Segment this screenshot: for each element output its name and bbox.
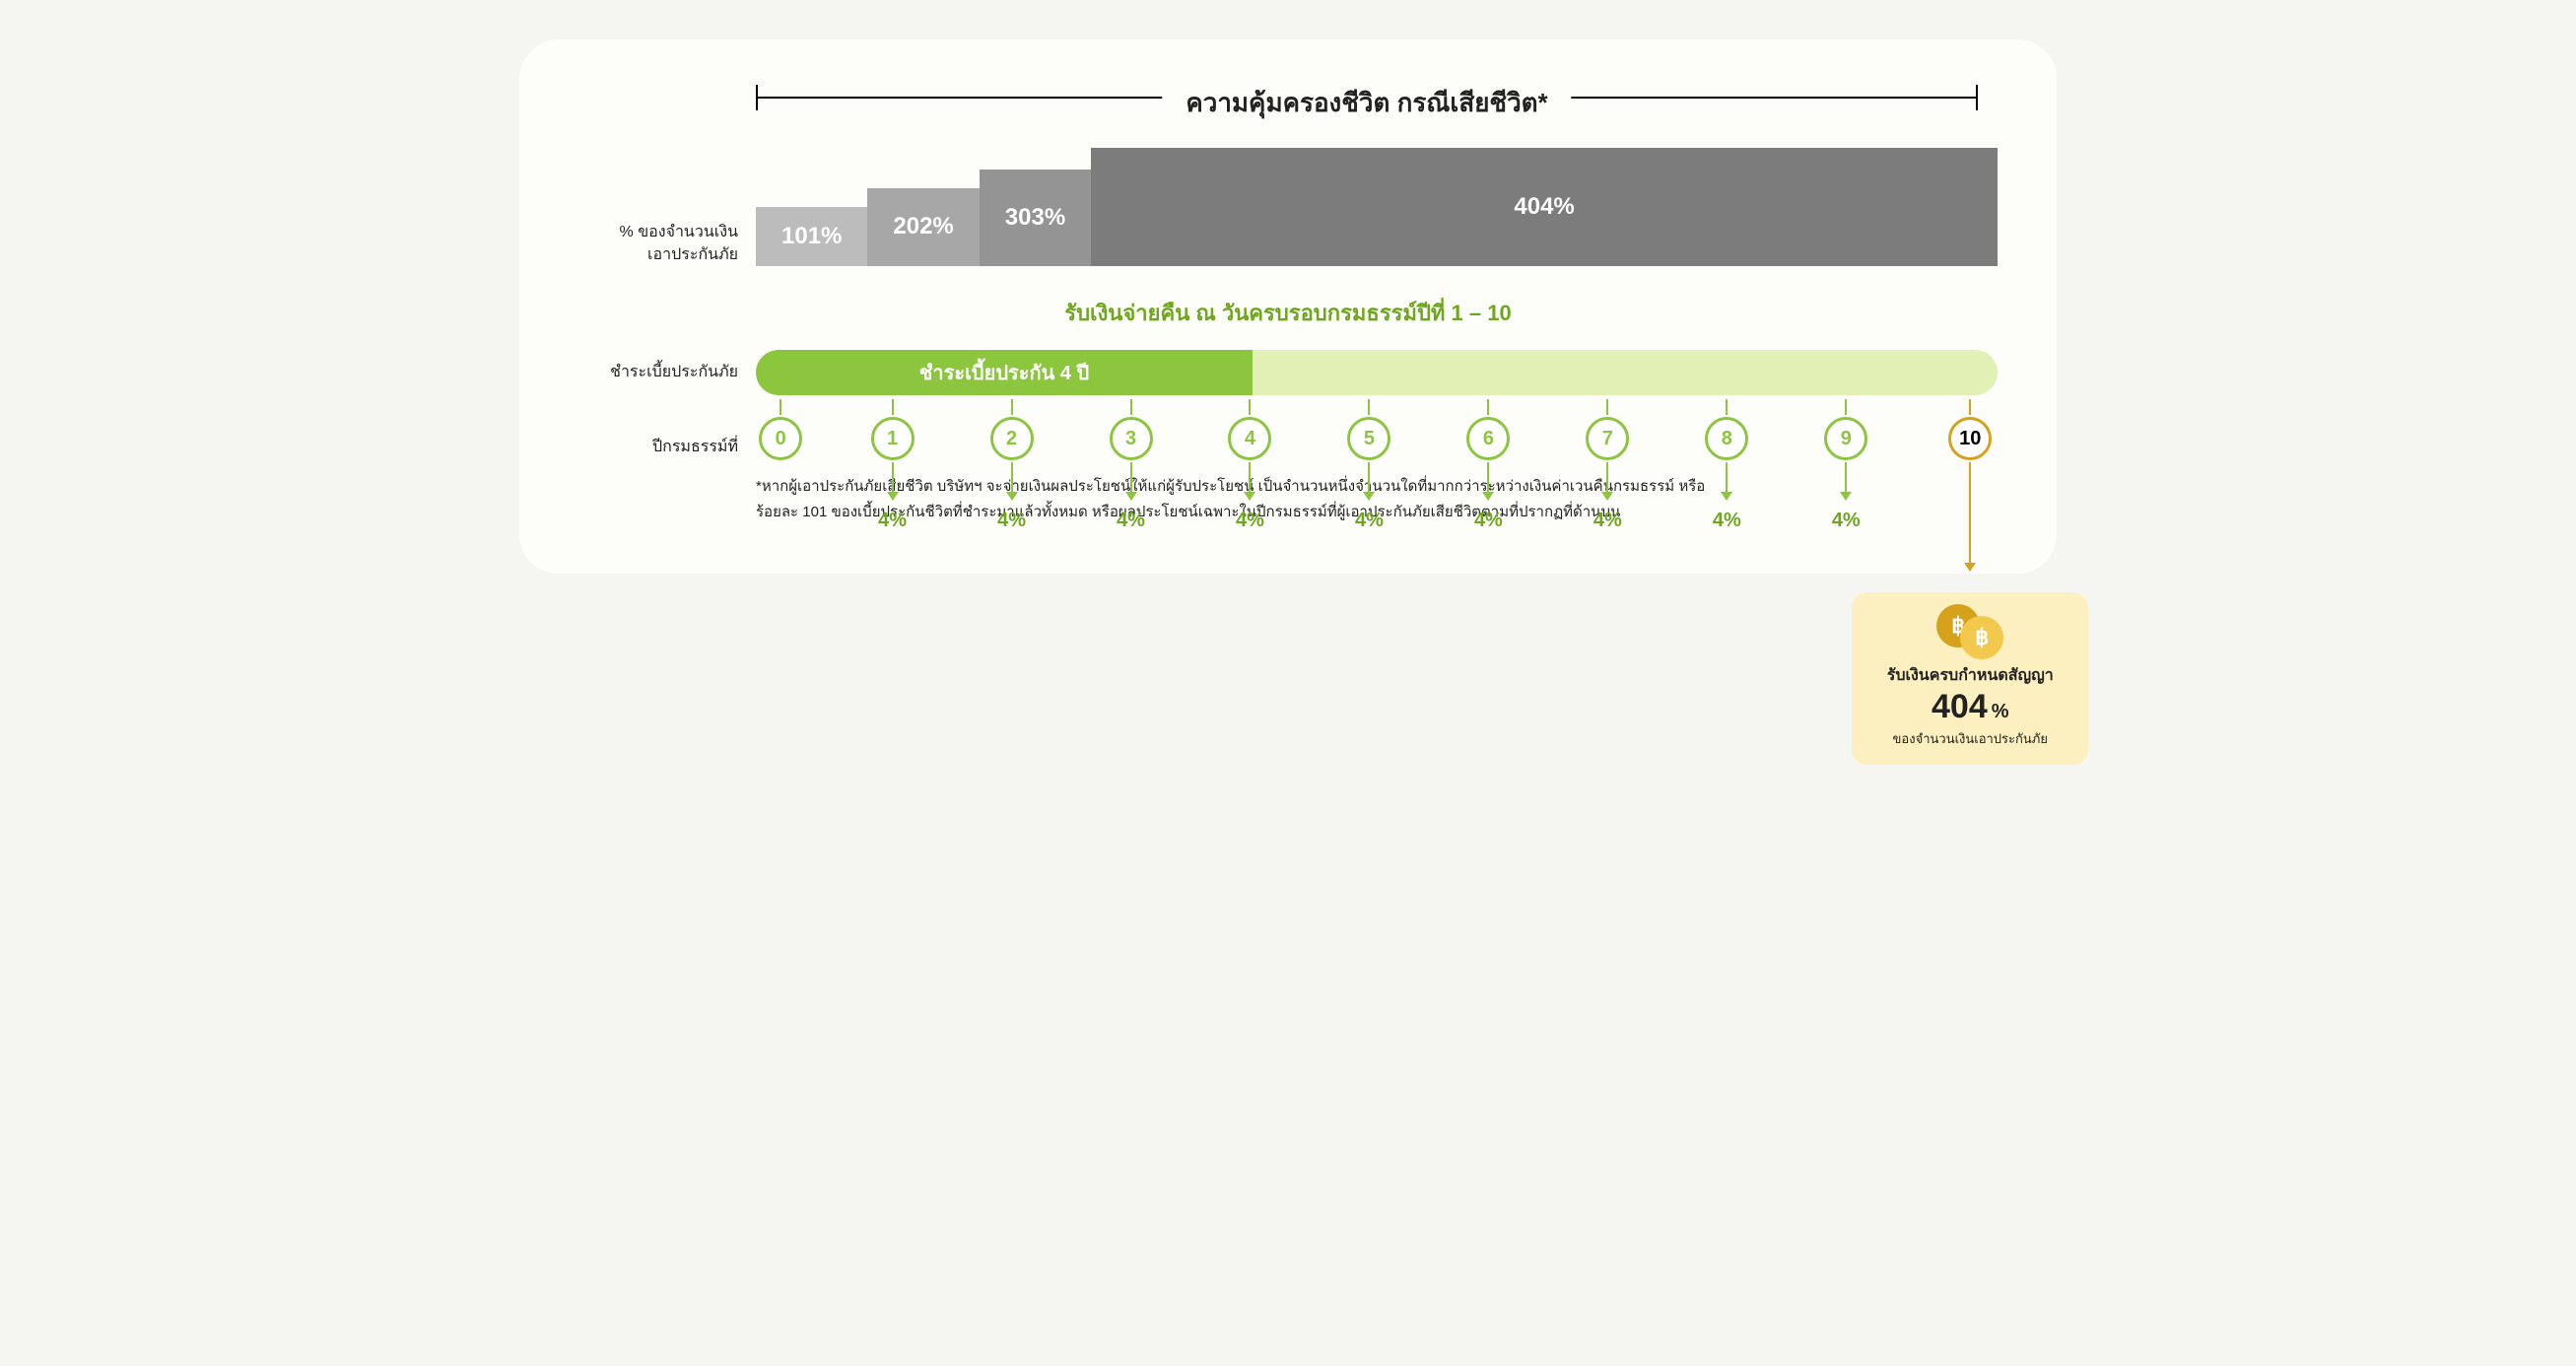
timeline-stem-up <box>1969 399 1971 415</box>
timeline-node: 9 4% <box>1824 399 1867 532</box>
timeline-year-circle: 6 <box>1466 417 1510 460</box>
timeline-year-circle: 2 <box>990 417 1034 460</box>
timeline-stem-down <box>1368 462 1370 500</box>
timeline-stem-up <box>1487 399 1489 415</box>
timeline-stem-down <box>892 462 894 500</box>
timeline-stem-down <box>1969 462 1971 571</box>
maturity-amount-value: 404 <box>1932 688 1988 726</box>
timeline-year-circle: 9 <box>1824 417 1867 460</box>
premium-label: ชำระเบี้ยประกันภัย <box>578 362 756 383</box>
timeline-node: 7 4% <box>1586 399 1629 532</box>
timeline-stem-up <box>1368 399 1370 415</box>
coverage-bar: 101% <box>756 207 867 266</box>
timeline-node: 1 4% <box>871 399 915 532</box>
premium-pill-row: ชำระเบี้ยประกันภัย ชำระเบี้ยประกัน 4 ปี <box>578 350 1998 395</box>
timeline-year-circle: 7 <box>1586 417 1629 460</box>
timeline-stem-down <box>1845 462 1847 500</box>
arrow-down-icon <box>1840 492 1852 501</box>
timeline-year-circle: 10 <box>1948 417 1992 460</box>
timeline-payout-label: 4% <box>1586 510 1629 532</box>
coverage-bracket: ความคุ้มครองชีวิต กรณีเสียชีวิต* <box>756 79 1978 118</box>
bars-ylabel-line2: เอาประกันภัย <box>578 244 738 266</box>
timeline-year-circle: 5 <box>1347 417 1390 460</box>
coin-front-icon: ฿ <box>1960 616 2003 659</box>
coverage-bar: 202% <box>867 188 979 266</box>
timeline-payout-label: 4% <box>1824 510 1867 532</box>
premium-pill-text: ชำระเบี้ยประกัน 4 ปี <box>919 357 1089 388</box>
timeline-stem-down <box>1726 462 1728 500</box>
timeline-payout-label: 4% <box>1228 510 1271 532</box>
timeline-node: 4 4% <box>1228 399 1271 532</box>
coverage-bars-row: % ของจำนวนเงิน เอาประกันภัย 101%202%303%… <box>578 148 1998 266</box>
timeline-year-circle: 1 <box>871 417 915 460</box>
maturity-title: รับเงินครบกำหนดสัญญา <box>1865 663 2074 688</box>
maturity-amount-pct: % <box>1992 701 2009 723</box>
timeline-payout-label: 4% <box>990 510 1034 532</box>
coverage-bars-area: 101%202%303%404% <box>756 148 1998 266</box>
coverage-bar: 404% <box>1091 148 1998 266</box>
timeline-stem-up <box>1011 399 1013 415</box>
timeline-year-circle: 0 <box>759 417 802 460</box>
timeline-stem-down <box>1487 462 1489 500</box>
timeline-node: 5 4% <box>1347 399 1390 532</box>
timeline-year-circle: 8 <box>1705 417 1748 460</box>
timeline-payout-label: 4% <box>1347 510 1390 532</box>
timeline-area: 1094%84%74%64%54%44%34%24%14%0 ฿ ฿ รับเง… <box>756 415 1998 671</box>
arrow-down-icon <box>1006 492 1018 501</box>
timeline-year-circle: 3 <box>1110 417 1153 460</box>
infographic-card: ความคุ้มครองชีวิต กรณีเสียชีวิต* % ของจำ… <box>519 39 2057 574</box>
timeline-node: 3 4% <box>1110 399 1153 532</box>
timeline-payout-label: 4% <box>1705 510 1748 532</box>
timeline-stem-up <box>1249 399 1251 415</box>
arrow-down-icon <box>1964 563 1976 572</box>
coverage-bar: 303% <box>980 170 1091 266</box>
coverage-title: ความคุ้มครองชีวิต กรณีเสียชีวิต* <box>1162 83 1571 123</box>
premium-pill-fill: ชำระเบี้ยประกัน 4 ปี <box>756 350 1253 395</box>
timeline-stem-up <box>1606 399 1608 415</box>
maturity-box: ฿ ฿ รับเงินครบกำหนดสัญญา 404 % ของจำนวนเ… <box>1852 592 2088 765</box>
timeline-node: 6 4% <box>1466 399 1510 532</box>
arrow-down-icon <box>1601 492 1613 501</box>
timeline-payout-label: 4% <box>1110 510 1153 532</box>
timeline-stem-down <box>1011 462 1013 500</box>
bars-ylabel: % ของจำนวนเงิน เอาประกันภัย <box>578 222 756 266</box>
timeline-stem-up <box>1130 399 1132 415</box>
arrow-down-icon <box>1721 492 1732 501</box>
arrow-down-icon <box>887 492 899 501</box>
timeline-node: 0 <box>759 399 802 460</box>
timeline-block: ปีกรมธรรม์ที่ 1094%84%74%64%54%44%34%24%… <box>578 415 1998 671</box>
timeline-stem-down <box>1249 462 1251 500</box>
timeline-stem-up <box>892 399 894 415</box>
payback-heading: รับเงินจ่ายคืน ณ วันครบรอบกรมธรรม์ปีที่ … <box>578 296 1998 330</box>
timeline-node: 2 4% <box>990 399 1034 532</box>
timeline-node: 10 <box>1948 399 1992 571</box>
timeline-stem-down <box>1130 462 1132 500</box>
timeline-payout-label: 4% <box>1466 510 1510 532</box>
maturity-coin-icons: ฿ ฿ <box>1865 610 2074 653</box>
premium-pill: ชำระเบี้ยประกัน 4 ปี <box>756 350 1998 395</box>
maturity-subtitle: ของจำนวนเงินเอาประกันภัย <box>1865 728 2074 749</box>
timeline-stem-up <box>1845 399 1847 415</box>
timeline-payout-label: 4% <box>871 510 915 532</box>
timeline-stem-up <box>1726 399 1728 415</box>
timeline-stem-up <box>780 399 781 415</box>
arrow-down-icon <box>1363 492 1375 501</box>
timeline-year-circle: 4 <box>1228 417 1271 460</box>
arrow-down-icon <box>1244 492 1255 501</box>
arrow-down-icon <box>1125 492 1137 501</box>
bars-ylabel-line1: % ของจำนวนเงิน <box>578 222 738 243</box>
timeline-node: 8 4% <box>1705 399 1748 532</box>
timeline-label: ปีกรมธรรม์ที่ <box>578 415 756 671</box>
maturity-amount: 404 % <box>1932 688 2009 726</box>
arrow-down-icon <box>1482 492 1494 501</box>
bracket-cap-right <box>1976 85 1978 110</box>
timeline-stem-down <box>1606 462 1608 500</box>
